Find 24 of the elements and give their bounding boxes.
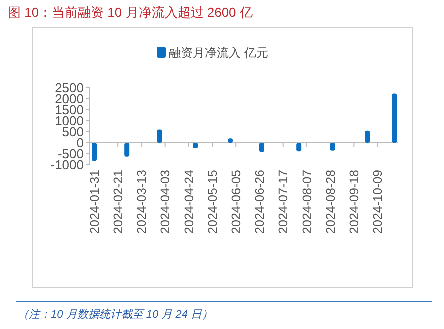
bar <box>392 94 398 143</box>
x-tick-label: 2024-07-17 <box>276 170 291 234</box>
x-tick-label: 2024-02-21 <box>111 170 126 234</box>
legend-label: 融资月净流入 亿元 <box>169 46 268 60</box>
x-tick-label: 2024-08-28 <box>324 170 338 234</box>
bar <box>92 143 97 162</box>
chart-title: 图 10：当前融资 10 月净流入超过 2600 亿 <box>8 5 253 20</box>
bar <box>365 130 370 143</box>
bar <box>124 143 130 157</box>
x-tick-label: 2024-09-18 <box>348 170 362 234</box>
bar <box>330 143 336 151</box>
x-tick-label: 2024-06-05 <box>230 170 244 234</box>
text: （注：10 月数据统计截至 10 月 24 日） <box>18 308 213 321</box>
x-tick-label: 2024-01-31 <box>88 170 102 234</box>
x-tick-label: 2024-03-13 <box>135 170 150 234</box>
x-tick-label: 2024-04-03 <box>158 170 173 234</box>
x-tick-label: 2024-06-26 <box>253 170 268 234</box>
x-tick-label: 2024-04-24 <box>182 170 196 234</box>
x-tick-label: 2024-05-15 <box>206 170 220 234</box>
bar <box>259 143 264 152</box>
x-tick-label: 2024-10-09 <box>371 170 386 234</box>
x-tick-label: 2024-08-07 <box>300 170 314 234</box>
bar <box>157 130 162 143</box>
bar <box>296 143 302 152</box>
